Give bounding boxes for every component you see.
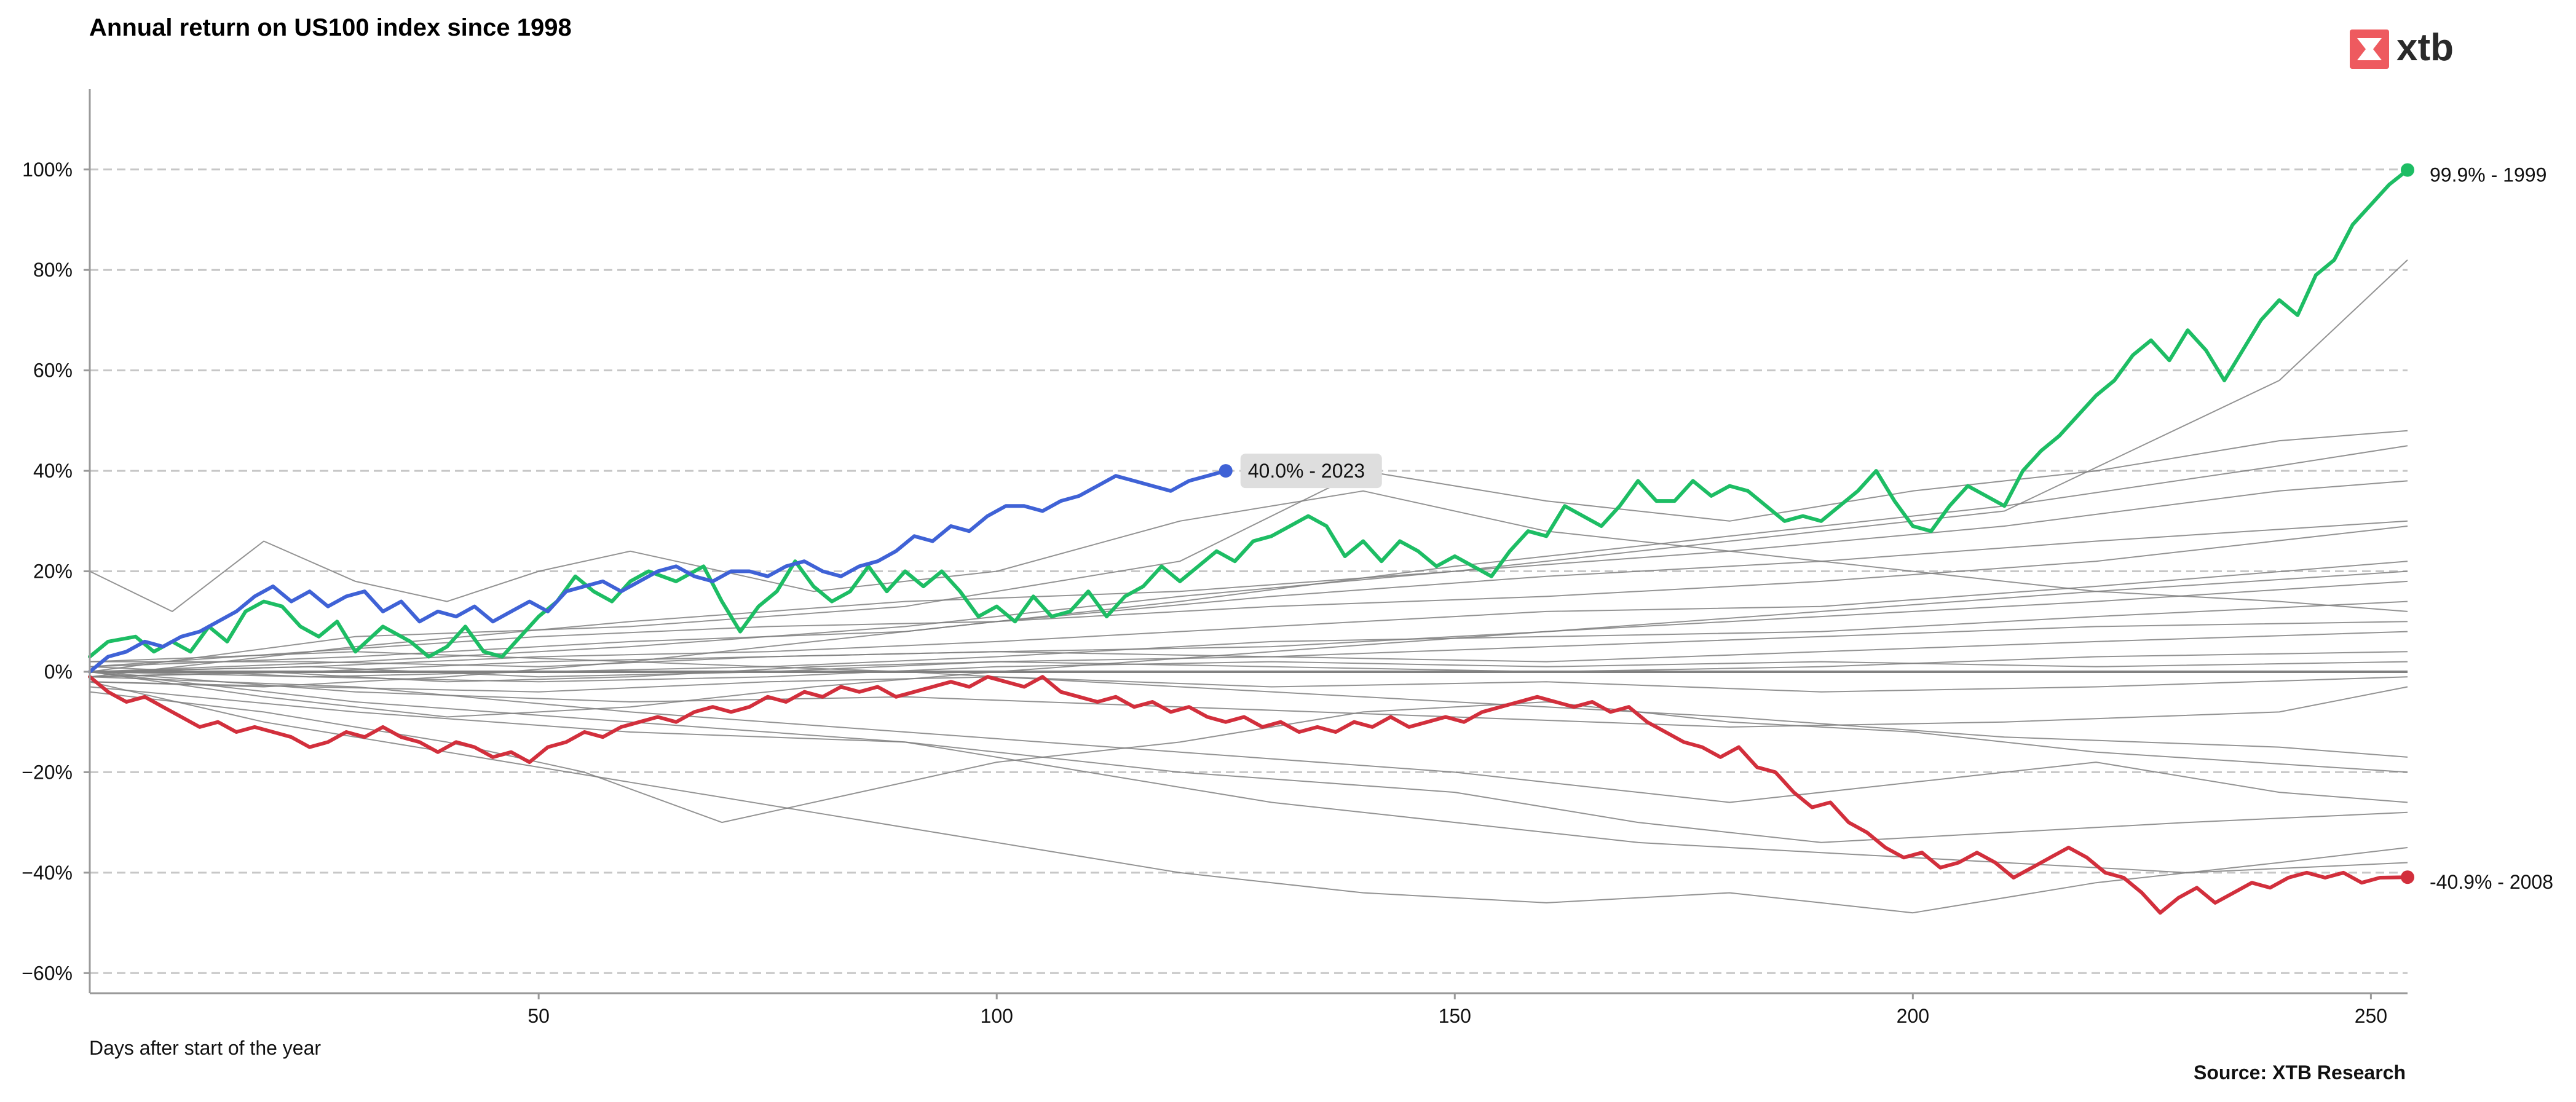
highlight-lines — [88, 163, 2414, 915]
annotation-label-2023: 40.0% - 2023 — [1248, 460, 1365, 482]
x-tick-label-200: 200 — [1897, 1005, 1929, 1027]
series-line-other-22 — [89, 651, 2408, 758]
y-tick-label--20: −20% — [22, 761, 73, 783]
x-tick-label-250: 250 — [2355, 1005, 2387, 1027]
series-line-other-9 — [89, 600, 2408, 678]
series-line-other-16 — [89, 490, 2408, 612]
series-endpoint-1999 — [2401, 163, 2414, 177]
series-endpoint-2008 — [2401, 870, 2414, 884]
series-endpoint-2023 — [1219, 464, 1233, 478]
series-line-other-18 — [89, 681, 2408, 914]
series-line-2008 — [88, 675, 2409, 915]
y-ticks: −60% −40% −20% 0% 20% 40% 60% 80% 100% — [22, 159, 90, 984]
annotations: 99.9% - 1999 40.0% - 2023 -40.9% - 2008 — [1240, 164, 2553, 893]
series-line-other-10 — [90, 621, 2408, 667]
axes — [89, 89, 2408, 994]
xtb-logo-text: xtb — [2396, 26, 2454, 69]
series-line-other-19 — [89, 671, 2408, 843]
x-tick-label-150: 150 — [1439, 1005, 1471, 1027]
y-tick-label--40: −40% — [22, 862, 73, 884]
series-line-other-15 — [89, 671, 2408, 728]
annotation-label-2008: -40.9% - 2008 — [2430, 871, 2553, 893]
xtb-logo-mark-icon — [2357, 38, 2382, 60]
series-line-other-20 — [89, 676, 2408, 803]
chart-title: Annual return on US100 index since 1998 — [89, 14, 572, 41]
y-tick-label-20: 20% — [33, 561, 73, 583]
y-tick-label--60: −60% — [22, 962, 73, 984]
series-line-2023 — [88, 469, 1228, 674]
x-axis-label: Days after start of the year — [89, 1037, 321, 1059]
series-line-other-2 — [89, 430, 2408, 672]
xtb-logo: xtb — [2350, 26, 2454, 69]
grid — [90, 168, 2408, 974]
y-tick-label-0: 0% — [44, 661, 73, 683]
source-text: Source: XTB Research — [2194, 1061, 2406, 1084]
y-tick-label-80: 80% — [33, 259, 73, 281]
x-tick-label-50: 50 — [527, 1005, 550, 1027]
series-line-other-17 — [89, 686, 2408, 873]
x-tick-label-100: 100 — [981, 1005, 1013, 1027]
y-tick-label-40: 40% — [33, 460, 73, 482]
x-ticks: 50 100 150 200 250 — [527, 993, 2387, 1027]
y-tick-label-100: 100% — [22, 159, 73, 181]
series-line-other-13 — [89, 661, 2408, 683]
series-line-other-1 — [89, 259, 2408, 678]
y-tick-label-60: 60% — [33, 360, 73, 382]
series-line-other-7 — [89, 561, 2408, 672]
annotation-box-2023 — [1240, 454, 1382, 489]
annotation-label-1999: 99.9% - 1999 — [2430, 164, 2546, 186]
series-line-other-6 — [89, 525, 2408, 667]
background-lines — [89, 259, 2408, 914]
series-line-1999 — [88, 168, 2409, 659]
series-line-other-14 — [89, 676, 2408, 693]
